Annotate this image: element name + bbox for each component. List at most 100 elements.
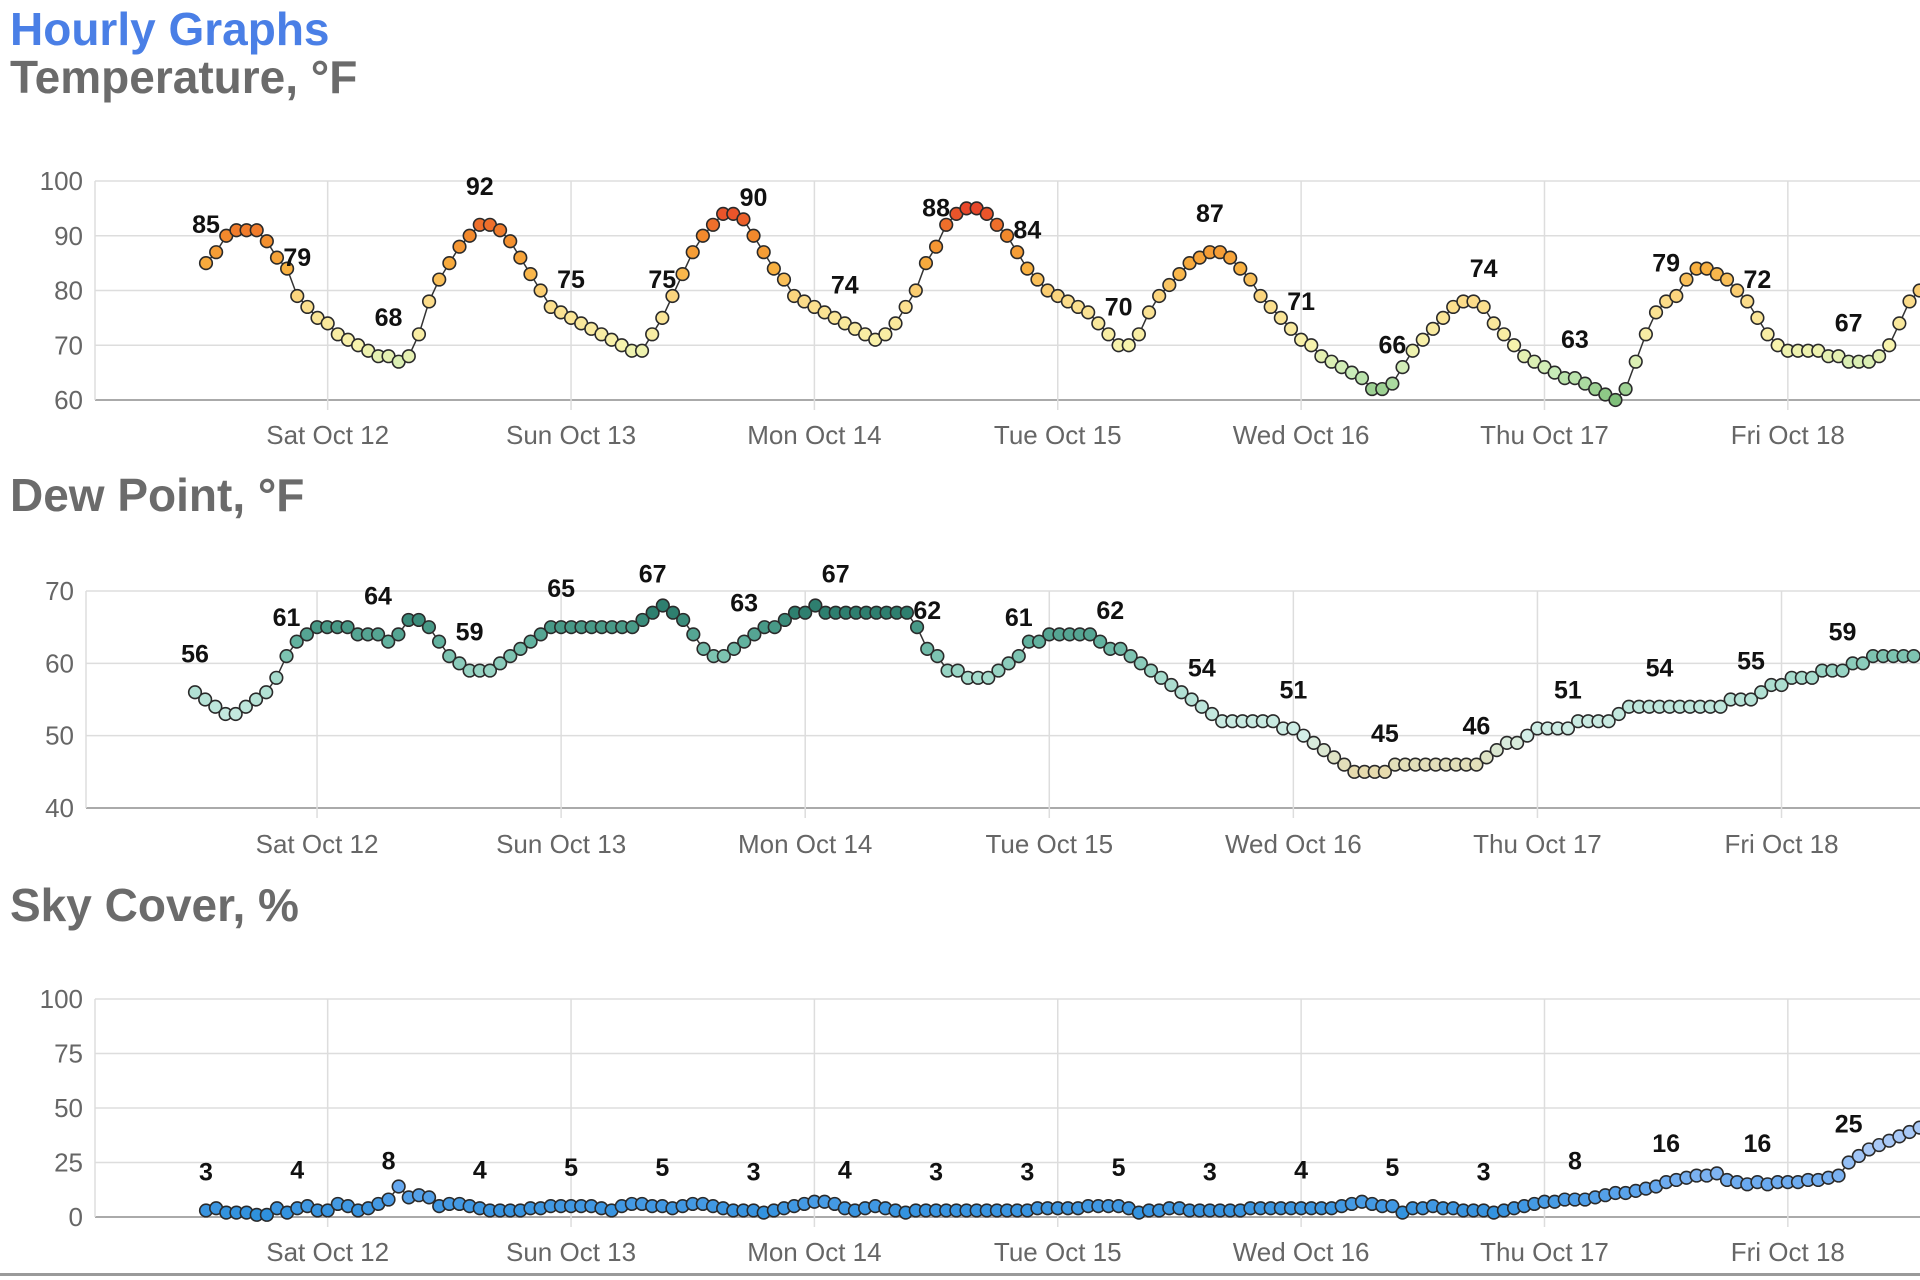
data-point [1273, 310, 1288, 325]
data-label: 88 [922, 195, 950, 223]
data-point [411, 327, 427, 342]
data-point [1032, 634, 1047, 649]
data-point [1395, 360, 1410, 375]
data-point [289, 634, 304, 649]
data-point [798, 605, 813, 620]
data-point [259, 685, 274, 700]
data-point [269, 670, 284, 685]
data-point [950, 663, 965, 678]
data-point [513, 641, 528, 656]
data-point [1113, 641, 1128, 656]
data-point [248, 692, 264, 707]
data-point [1486, 316, 1501, 331]
data-point [645, 605, 660, 620]
data-point [492, 223, 508, 238]
page-title: Hourly Graphs [10, 3, 330, 55]
data-point [665, 605, 681, 620]
data-point [381, 1192, 396, 1207]
data-point [320, 1203, 335, 1218]
data-point [1337, 757, 1352, 772]
temperature-chart: 100 90 80 70 60 Sat Oct 12 Sun Oct 13 Mon Oct 1… [40, 166, 1920, 450]
data-point [1496, 327, 1512, 342]
data-point [1851, 1148, 1866, 1164]
data-point [1415, 332, 1430, 347]
data-point [1081, 305, 1096, 320]
y-tick-label: 90 [54, 221, 83, 251]
data-point [1010, 245, 1025, 260]
x-tick-label: Sat Oct 12 [256, 829, 379, 859]
data-label: 5 [1112, 1154, 1126, 1182]
data-point [767, 620, 782, 635]
data-point [1326, 750, 1342, 765]
data-point [920, 641, 935, 656]
data-label: 54 [1188, 655, 1216, 683]
data-point [625, 620, 640, 635]
data-label: 4 [473, 1156, 487, 1184]
data-point [1601, 714, 1616, 729]
data-label: 3 [199, 1158, 213, 1186]
data-point [411, 612, 426, 628]
data-label: 5 [1385, 1154, 1399, 1182]
x-tick-label: Mon Oct 14 [747, 1237, 881, 1267]
data-point [1743, 692, 1759, 707]
data-point [1509, 735, 1525, 750]
x-tick-label: Sun Oct 13 [506, 1237, 636, 1267]
data-point [1286, 721, 1301, 736]
data-point [493, 656, 508, 671]
data-point [634, 343, 650, 358]
data-label: 4 [838, 1156, 852, 1184]
x-tick-label: Sun Oct 13 [506, 420, 636, 450]
data-point [1385, 1199, 1400, 1214]
data-label: 75 [557, 266, 585, 294]
data-point [421, 1190, 437, 1205]
data-point [776, 272, 792, 287]
data-point [503, 234, 518, 249]
data-point [1091, 316, 1106, 331]
data-point [1669, 288, 1684, 304]
data-point [1093, 634, 1108, 649]
data-label: 5 [564, 1154, 578, 1182]
x-tick-label: Wed Oct 16 [1233, 420, 1370, 450]
data-point [1121, 338, 1136, 353]
x-tick-label: Thu Oct 17 [1473, 829, 1602, 859]
data-label: 87 [1196, 200, 1224, 228]
data-point [1476, 299, 1491, 315]
data-point [1489, 743, 1504, 758]
data-point [452, 239, 467, 254]
data-point [1719, 272, 1735, 287]
data-point [737, 634, 752, 649]
data-label: 67 [639, 561, 667, 589]
x-tick-label: Wed Oct 16 [1225, 829, 1362, 859]
data-point [675, 266, 690, 282]
data-label: 61 [273, 604, 301, 632]
data-label: 70 [1105, 293, 1133, 321]
data-point [1001, 656, 1016, 671]
data-label: 16 [1652, 1130, 1680, 1158]
data-point [300, 299, 315, 315]
data-point [1479, 750, 1494, 765]
x-tick-label: Mon Oct 14 [747, 420, 881, 450]
data-point [238, 699, 253, 714]
data-point [645, 327, 660, 342]
sky-cover-chart: 100 75 50 25 0 Sat Oct 12 Sun Oct 13 Mon Oct 14… [40, 984, 1920, 1267]
data-point [1679, 272, 1694, 287]
data-point [1750, 310, 1765, 325]
data-point [736, 212, 751, 227]
data-point [1123, 648, 1138, 664]
x-tick-label: Mon Oct 14 [738, 829, 872, 859]
data-point [421, 294, 437, 309]
data-point [340, 620, 355, 635]
data-point [928, 239, 944, 254]
data-point [259, 234, 274, 249]
data-point [1283, 321, 1299, 336]
data-label: 5 [655, 1154, 669, 1182]
x-tick-label: Fri Oct 18 [1724, 829, 1838, 859]
data-point [533, 627, 548, 642]
data-point [421, 620, 437, 635]
data-point [1174, 685, 1189, 700]
data-point [452, 656, 467, 671]
data-point [1020, 261, 1035, 276]
x-tick-label: Tue Oct 15 [994, 420, 1122, 450]
data-point [198, 692, 213, 707]
data-point [381, 634, 396, 649]
